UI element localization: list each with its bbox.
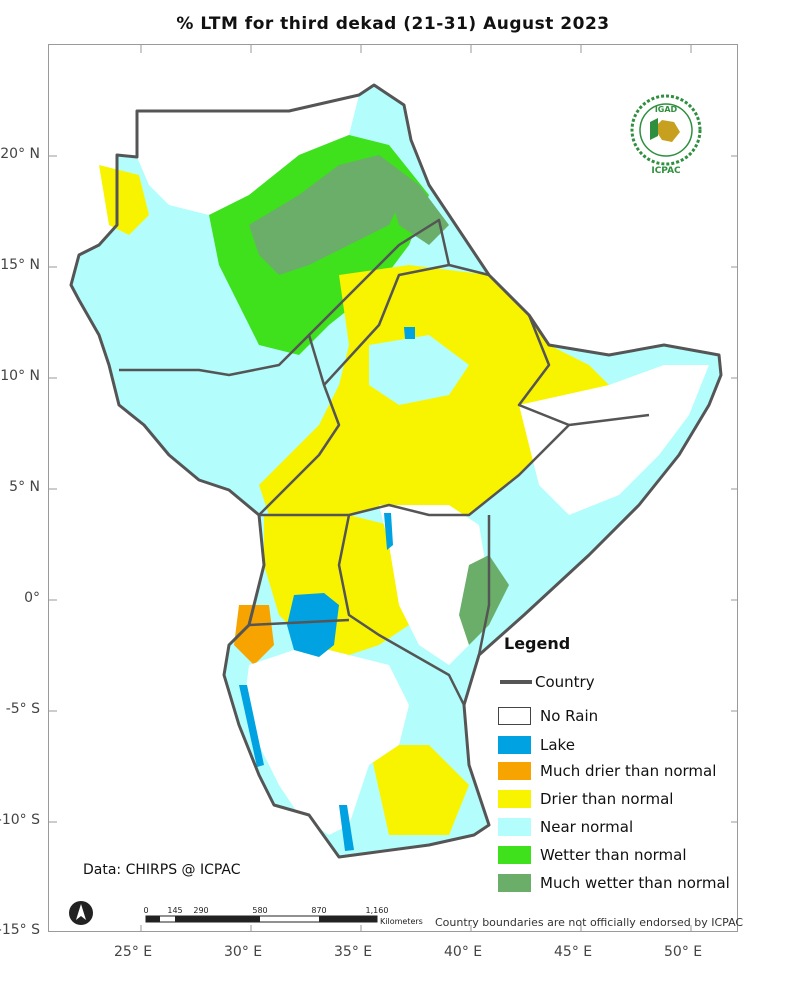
legend-country-label: Country — [535, 673, 595, 691]
legend-title: Legend — [504, 634, 571, 653]
much-drier-rwanda — [234, 605, 274, 665]
data-credit: Data: CHIRPS @ ICPAC — [83, 862, 241, 878]
much-wetter-eritrea — [379, 155, 449, 245]
legend-label-wetter: Wetter than normal — [540, 846, 687, 864]
region-border — [69, 83, 723, 859]
lat-label-5n: 5° N — [9, 479, 40, 495]
legend-label-no-rain: No Rain — [540, 707, 599, 725]
legend-label-near-normal: Near normal — [540, 818, 634, 836]
scale-bar: 0 145 290 580 870 1,160 Kilometers — [143, 906, 423, 926]
no-rain-north — [137, 95, 359, 215]
swatch-drier — [498, 790, 531, 808]
scale-tick-145: 145 — [167, 906, 182, 915]
swatch-much-wetter — [498, 874, 531, 892]
drier-tanzania-south — [369, 745, 469, 835]
lon-label-30e: 30° E — [224, 944, 263, 960]
legend-label-much-wetter: Much wetter than normal — [540, 874, 730, 892]
swatch-lake — [498, 736, 531, 754]
map-title: % LTM for third dekad (21-31) August 202… — [176, 14, 610, 34]
lon-label-25e: 25° E — [114, 944, 153, 960]
lake-tanganyika — [239, 685, 264, 767]
much-wetter-sudan — [249, 155, 404, 275]
lat-label-15n: 15° N — [0, 257, 40, 273]
lat-label-10n: 10° N — [0, 368, 40, 384]
swatch-no-rain — [498, 707, 531, 725]
legend-item-lake: Lake — [498, 735, 575, 755]
no-rain-kenya — [379, 505, 489, 665]
logo-bottom-text: ICPAC — [651, 166, 681, 176]
lon-label-35e: 35° E — [334, 944, 373, 960]
legend-item-no-rain: No Rain — [498, 706, 598, 726]
lon-label-50e: 50° E — [664, 944, 703, 960]
lon-label-45e: 45° E — [554, 944, 593, 960]
scale-tick-0: 0 — [143, 906, 148, 915]
drier-sudan-west — [99, 165, 149, 235]
lake-tana — [404, 327, 415, 339]
lon-label-40e: 40° E — [444, 944, 483, 960]
legend-item-near-normal: Near normal — [498, 817, 633, 837]
legend-label-lake: Lake — [540, 736, 575, 754]
no-rain-somalia — [519, 365, 709, 515]
legend-item-drier: Drier than normal — [498, 789, 673, 809]
lat-label-10s: -10° S — [0, 812, 40, 828]
lat-label-5s: -5° S — [5, 701, 40, 717]
near-normal-ethiopia — [369, 335, 469, 405]
legend-item-wetter: Wetter than normal — [498, 845, 687, 865]
scale-tick-290: 290 — [193, 906, 208, 915]
scale-unit: Kilometers — [380, 917, 423, 926]
lake-victoria — [287, 593, 339, 657]
swatch-much-drier — [498, 762, 531, 780]
igad-icpac-logo: IGAD ICPAC — [630, 94, 702, 176]
scale-tick-580: 580 — [252, 906, 267, 915]
lake-malawi — [339, 805, 354, 851]
country-line-icon — [500, 680, 532, 684]
lat-label-15s: -15° S — [0, 922, 40, 938]
scale-tick-1160: 1,160 — [366, 906, 389, 915]
scale-tick-870: 870 — [311, 906, 326, 915]
map-canvas — [49, 45, 737, 931]
country-borders — [119, 218, 650, 706]
lat-label-0: 0° — [24, 590, 40, 606]
wetter-coast — [459, 555, 509, 645]
map-frame — [48, 44, 738, 932]
legend-label-much-drier: Much drier than normal — [540, 762, 717, 780]
lat-label-20n: 20° N — [0, 146, 40, 162]
north-arrow-icon — [69, 901, 93, 925]
swatch-near-normal — [498, 818, 531, 836]
disclaimer: Country boundaries are not officially en… — [435, 916, 744, 929]
lake-turkana — [384, 513, 393, 550]
logo-top-text: IGAD — [655, 105, 678, 114]
legend-item-much-drier: Much drier than normal — [498, 761, 716, 781]
swatch-wetter — [498, 846, 531, 864]
legend-country: Country — [498, 672, 595, 692]
no-rain-tanzania — [244, 645, 409, 835]
legend-item-much-wetter: Much wetter than normal — [498, 873, 730, 893]
legend-label-drier: Drier than normal — [540, 790, 674, 808]
